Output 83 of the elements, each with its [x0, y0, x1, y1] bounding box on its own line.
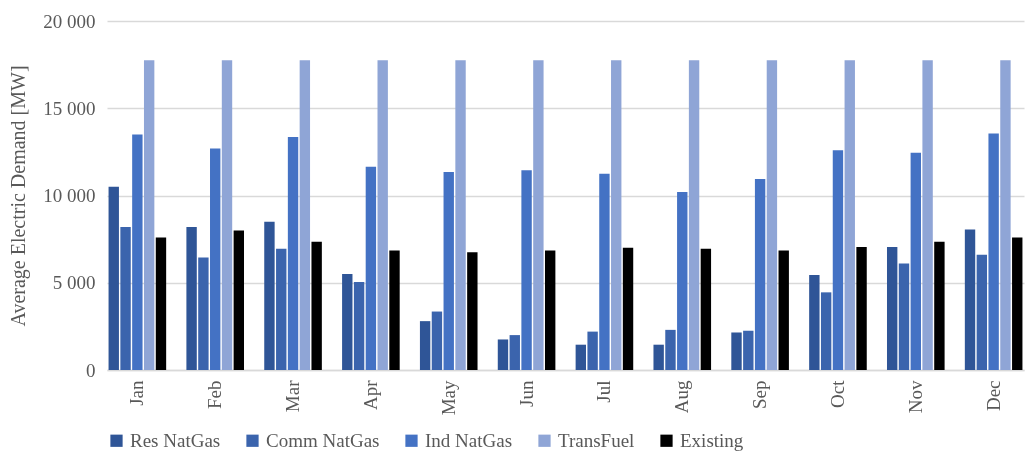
bar [443, 171, 454, 370]
bar [587, 331, 598, 370]
bar [653, 344, 664, 370]
bar [611, 60, 622, 370]
bar [108, 186, 119, 370]
bar [844, 60, 855, 370]
bar [665, 329, 676, 370]
bar [910, 152, 921, 370]
y-axis-title: Average Electric Demand [MW] [7, 65, 31, 327]
bar [575, 344, 587, 370]
legend-label: Res NatGas [130, 429, 221, 451]
bar [132, 134, 143, 370]
x-tick-label: May [437, 380, 459, 416]
y-tick-label: 0 [86, 359, 96, 381]
bar [155, 237, 167, 370]
bar [299, 60, 311, 370]
bar [264, 221, 275, 370]
bar [431, 311, 443, 370]
bar [521, 170, 532, 370]
bar [1000, 60, 1011, 370]
bar [198, 257, 209, 370]
bar [832, 150, 844, 370]
bar [677, 192, 688, 370]
x-tick-label: Jan [126, 380, 148, 406]
legend-label: Ind NatGas [425, 429, 513, 451]
bar [389, 250, 400, 370]
y-tick-label: 10 000 [43, 185, 96, 206]
bar [210, 148, 221, 370]
x-tick-label: Nov [904, 380, 926, 414]
bar [754, 178, 766, 370]
legend-label: TransFuel [558, 429, 635, 451]
bar [467, 252, 478, 370]
y-tick-label: 5 000 [52, 272, 96, 294]
legend-label: Comm NatGas [266, 429, 380, 451]
bar [233, 230, 245, 370]
bar [856, 246, 867, 370]
bar [766, 60, 778, 370]
bar [311, 241, 322, 370]
bar [988, 133, 999, 370]
y-tick-label: 15 000 [43, 97, 96, 119]
bar [509, 335, 520, 370]
bar [455, 60, 466, 370]
x-tick-label: Sep [749, 380, 771, 409]
bar [743, 330, 754, 370]
bar [809, 274, 820, 370]
bar [599, 173, 610, 370]
bar [419, 321, 431, 370]
bar [186, 226, 197, 370]
bar [820, 292, 832, 370]
bar [700, 248, 712, 370]
bar [1012, 237, 1023, 370]
bar [143, 60, 155, 370]
x-tick-label: Jun [515, 380, 537, 407]
bar [688, 60, 700, 370]
bar [287, 137, 299, 370]
bar [778, 250, 789, 370]
bar [377, 60, 388, 370]
bar [886, 246, 898, 370]
x-tick-label: Jul [593, 380, 615, 403]
legend-label: Existing [680, 429, 744, 451]
bar [731, 332, 742, 370]
bar [342, 274, 353, 370]
bar [353, 281, 365, 370]
x-tick-label: Aug [671, 380, 693, 414]
bar [976, 254, 988, 370]
bar [934, 241, 945, 370]
y-tick-label: 20 000 [43, 10, 96, 32]
bar [533, 60, 544, 370]
bar [922, 60, 933, 370]
bar [221, 60, 233, 370]
bar [497, 339, 509, 370]
bar [544, 250, 556, 370]
x-tick-label: Apr [359, 379, 381, 411]
bar [898, 263, 910, 370]
bar [622, 247, 634, 370]
bar [276, 248, 287, 370]
x-tick-label: Dec [982, 380, 1004, 412]
bar [365, 166, 377, 370]
bar [120, 226, 131, 370]
bar [964, 229, 976, 370]
x-tick-label: Feb [204, 380, 226, 409]
x-tick-label: Oct [826, 379, 848, 408]
x-tick-label: Mar [282, 379, 304, 413]
